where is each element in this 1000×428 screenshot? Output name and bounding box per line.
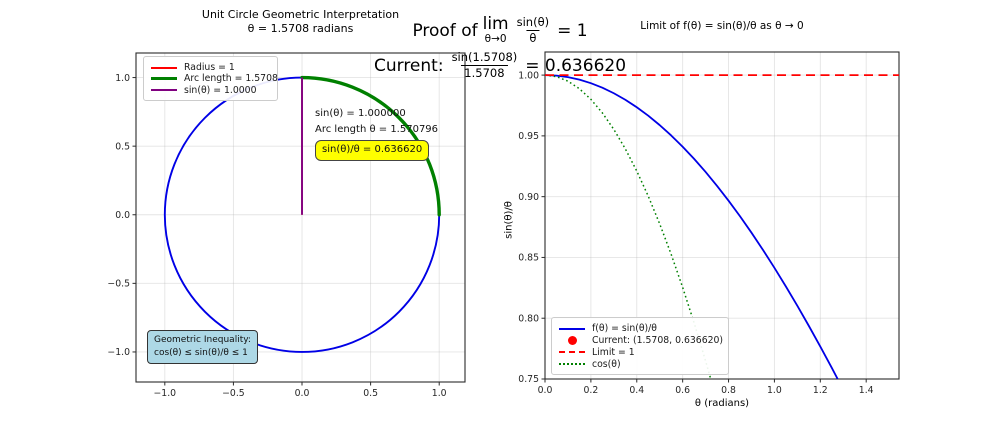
right-xtick-label: 0.4: [629, 385, 644, 396]
right-ytick-label: 1.00: [518, 70, 539, 81]
circle-annotation: sin(θ) = 1.000000 Arc length θ = 1.57079…: [315, 106, 438, 161]
right-legend-row-0: f(θ) = sin(θ)/θ: [559, 323, 720, 335]
right-ytick-label: 0.85: [518, 253, 539, 264]
left-legend-label: Radius = 1: [184, 62, 235, 74]
right-xtick-label: 0.8: [721, 385, 736, 396]
suptitle: Proof of lim θ→0 sin(θ) θ = 1: [412, 15, 588, 45]
right-xtick-label: 0.0: [538, 385, 553, 396]
current-prefix: Current:: [373, 55, 444, 76]
right-xtick-label: 1.0: [767, 385, 782, 396]
right-ytick-label: 0.80: [518, 313, 539, 324]
left-ytick-label: 0.0: [115, 210, 130, 221]
left-xtick-label: −0.5: [222, 388, 245, 399]
right-legend-label: Current: (1.5708, 0.636620): [592, 335, 724, 347]
right-xtick-label: 1.2: [813, 385, 828, 396]
left-plot-title: Unit Circle Geometric Interpretation θ =…: [136, 8, 465, 36]
legend-marker-solid-line: [151, 77, 177, 81]
right-xtick-label: 0.2: [583, 385, 598, 396]
left-legend-row-0: Radius = 1: [151, 62, 269, 73]
right-ytick-label: 0.75: [518, 374, 539, 385]
left-ytick-label: 1.0: [115, 73, 130, 84]
right-x-axis-label: θ (radians): [694, 398, 750, 409]
current-fraction-denominator: 1.5708: [461, 65, 508, 80]
right-xtick-label: 0.6: [675, 385, 690, 396]
right-legend-row-3: cos(θ): [559, 358, 720, 370]
left-legend-row-1: Arc length = 1.5708: [151, 73, 278, 84]
annotation-arc-value: Arc length θ = 1.570796: [315, 124, 439, 135]
left-legend-row-2: sin(θ) = 1.0000: [151, 85, 269, 96]
annotation-ratio-highlight: sin(θ)/θ = 0.636620: [315, 140, 430, 161]
legend-marker-solid-line: [151, 66, 177, 69]
suptitle-equals: = 1: [557, 20, 588, 41]
suptitle-lim-main: lim: [482, 14, 509, 35]
legend-marker-dot: [559, 336, 585, 346]
right-frame: [544, 51, 900, 380]
legend-marker-dashed-line: [559, 351, 585, 354]
left-plot-legend: Radius = 1 Arc length = 1.5708 sin(θ) = 1.…: [143, 56, 278, 101]
current-point-marker: [567, 336, 577, 346]
left-ytick-label: 0.5: [115, 141, 130, 152]
left-frame: [135, 52, 466, 383]
left-xtick-label: 0.0: [295, 388, 310, 399]
left-legend-label: sin(θ) = 1.0000: [184, 84, 257, 96]
f-curve: [545, 74, 839, 379]
left-xtick-label: 1.0: [432, 388, 447, 399]
right-legend-row-2: Limit = 1: [559, 347, 720, 359]
right-plot-title: Limit of f(θ) = sin(θ)/θ as θ → 0: [640, 20, 804, 32]
suptitle-fraction-denominator: θ: [526, 30, 540, 45]
legend-marker-dotted-line: [559, 363, 585, 366]
right-y-axis-label: sin(θ)/θ: [503, 201, 515, 239]
right-legend-label: f(θ) = sin(θ)/θ: [592, 323, 657, 335]
suptitle-fraction: sin(θ) θ: [514, 15, 552, 45]
suptitle-lim: lim θ→0: [483, 16, 509, 45]
left-ytick-label: −1.0: [107, 347, 130, 358]
left-plot-title-line2: θ = 1.5708 radians: [247, 22, 354, 35]
left-xtick-label: 0.5: [363, 388, 378, 399]
right-legend-label: Limit = 1: [592, 346, 635, 358]
inequality-title: Geometric Inequality:: [154, 335, 251, 345]
inequality-formula: cos(θ) ≤ sin(θ)/θ ≤ 1: [154, 348, 248, 358]
geometric-inequality-box: Geometric Inequality: cos(θ) ≤ sin(θ)/θ …: [147, 330, 258, 364]
left-xtick-label: −1.0: [154, 388, 177, 399]
right-legend-row-1: Current: (1.5708, 0.636620): [559, 335, 724, 347]
legend-marker-solid-line: [151, 89, 177, 92]
arc-length: [300, 75, 441, 217]
legend-marker-solid-line: [559, 327, 585, 330]
left-ytick-label: −0.5: [107, 279, 130, 290]
right-plot-area: [545, 74, 899, 379]
right-ytick-label: 0.95: [518, 131, 539, 142]
left-legend-label: Arc length = 1.5708: [184, 73, 278, 85]
right-xtick-label: 1.4: [859, 385, 874, 396]
left-plot-title-line1: Unit Circle Geometric Interpretation: [201, 8, 400, 21]
right-ytick-label: 0.90: [518, 192, 539, 203]
right-plot-legend: f(θ) = sin(θ)/θ Current: (1.5708, 0.63662…: [551, 317, 729, 375]
right-legend-label: cos(θ): [592, 358, 621, 370]
left-plot-area: [163, 75, 441, 353]
current-equals: = 0.636620: [525, 55, 627, 76]
current-value-text: Current: sin(1.5708) 1.5708 = 0.636620: [373, 50, 627, 80]
suptitle-fraction-numerator: sin(θ): [516, 15, 550, 29]
suptitle-lim-sub: θ→0: [484, 33, 507, 46]
current-fraction-numerator: sin(1.5708): [451, 50, 518, 64]
current-fraction: sin(1.5708) 1.5708: [449, 50, 521, 80]
suptitle-prefix: Proof of: [412, 20, 478, 41]
annotation-sin-value: sin(θ) = 1.000000: [315, 108, 406, 119]
